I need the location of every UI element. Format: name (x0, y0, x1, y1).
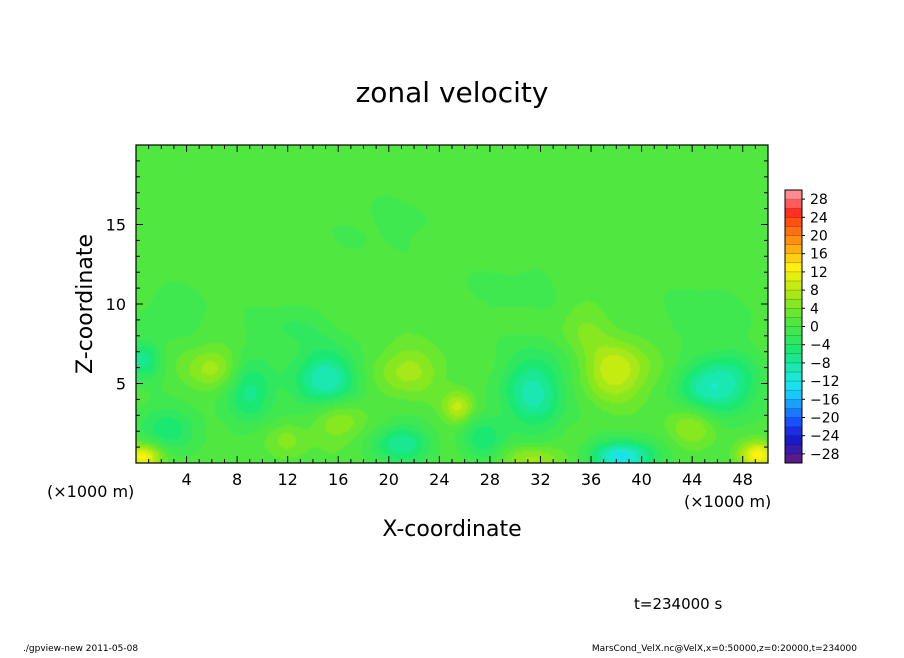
x-tick-label: 8 (232, 470, 242, 489)
colorbar-swatch (785, 317, 802, 327)
colorbar-swatch (785, 399, 802, 409)
x-unit-left: (×1000 m) (47, 482, 134, 501)
colorbar-swatch (785, 408, 802, 418)
x-tick-label: 12 (278, 470, 298, 489)
colorbar-swatch (785, 262, 802, 273)
colorbar-swatch (785, 308, 802, 318)
colorbar-tick-label: −24 (810, 429, 840, 445)
colorbar-swatch (785, 217, 802, 227)
y-tick-label: 10 (106, 295, 126, 314)
colorbar-swatch (785, 235, 802, 245)
colorbar-swatch (785, 271, 802, 282)
x-tick-label: 48 (733, 470, 753, 489)
colorbar-swatch (785, 290, 802, 300)
colorbar-swatch (785, 208, 802, 218)
colorbar-swatch (785, 335, 802, 345)
colorbar-tick-label: −8 (810, 356, 831, 372)
colorbar-tick-label: −4 (810, 338, 831, 354)
colorbar-swatch (785, 226, 802, 236)
colorbar-swatch (785, 453, 802, 464)
colorbar-tick-label: 24 (810, 210, 828, 226)
colorbar-swatch (785, 353, 802, 364)
y-axis-label: Z-coordinate (73, 234, 98, 374)
colorbar-tick-label: −28 (810, 447, 840, 463)
y-tick-label: 5 (116, 375, 126, 394)
chart-title: zonal velocity (356, 76, 549, 109)
time-label: t=234000 s (634, 595, 722, 613)
x-axis-label: X-coordinate (382, 517, 521, 542)
colorbar-tick-label: 28 (810, 192, 828, 208)
x-tick-label: 16 (328, 470, 348, 489)
colorbar-tick-label: 20 (810, 229, 828, 245)
colorbar-swatch (785, 299, 802, 309)
plot-area (135, 144, 769, 464)
colorbar-swatch (785, 417, 802, 427)
colorbar-tick-label: 0 (810, 320, 819, 336)
colorbar-swatch (785, 199, 802, 209)
footer-right: MarsCond_VelX.nc@VelX,x=0:50000,z=0:2000… (592, 644, 857, 654)
colorbar-swatch (785, 435, 802, 446)
x-unit-right: (×1000 m) (684, 492, 771, 511)
x-tick-label: 24 (429, 470, 449, 489)
colorbar: 28 24 20 16 12 8 4 0 −4 −8 −12 −16 −20 −24 −28 (784, 189, 840, 464)
velocity-field (136, 145, 768, 463)
x-tick-label: 20 (379, 470, 399, 489)
colorbar-tick-label: 8 (810, 283, 819, 299)
x-tick-label: 44 (682, 470, 702, 489)
y-tick-label: 15 (106, 216, 126, 235)
colorbar-swatch (785, 281, 802, 291)
colorbar-tick-label: −16 (810, 392, 840, 408)
colorbar-tick-label: 12 (810, 265, 828, 281)
colorbar-swatch (785, 426, 802, 436)
colorbar-swatch (785, 253, 802, 264)
x-tick-label: 28 (480, 470, 500, 489)
colorbar-swatch (785, 381, 802, 391)
colorbar-swatch (785, 444, 802, 455)
colorbar-swatch (785, 190, 802, 200)
x-tick-label: 40 (631, 470, 651, 489)
footer-left: ./gpview-new 2011-05-08 (23, 644, 138, 654)
colorbar-swatch (785, 344, 802, 355)
colorbar-tick-label: 16 (810, 247, 828, 263)
y-axis: 5 10 15 (106, 160, 768, 448)
x-tick-label: 36 (581, 470, 601, 489)
colorbar-tick-label: 4 (810, 301, 819, 317)
colorbar-tick-label: −12 (810, 374, 840, 390)
x-tick-label: 32 (530, 470, 550, 489)
x-tick-label: 4 (181, 470, 191, 489)
colorbar-tick-label: −20 (810, 411, 840, 427)
colorbar-swatch (785, 326, 802, 336)
colorbar-swatch (785, 390, 802, 400)
colorbar-swatch (785, 362, 802, 373)
colorbar-swatch (785, 244, 802, 254)
x-axis: 4 8 12 16 20 24 28 32 36 40 44 48 (148, 145, 756, 489)
colorbar-swatch (785, 372, 802, 382)
